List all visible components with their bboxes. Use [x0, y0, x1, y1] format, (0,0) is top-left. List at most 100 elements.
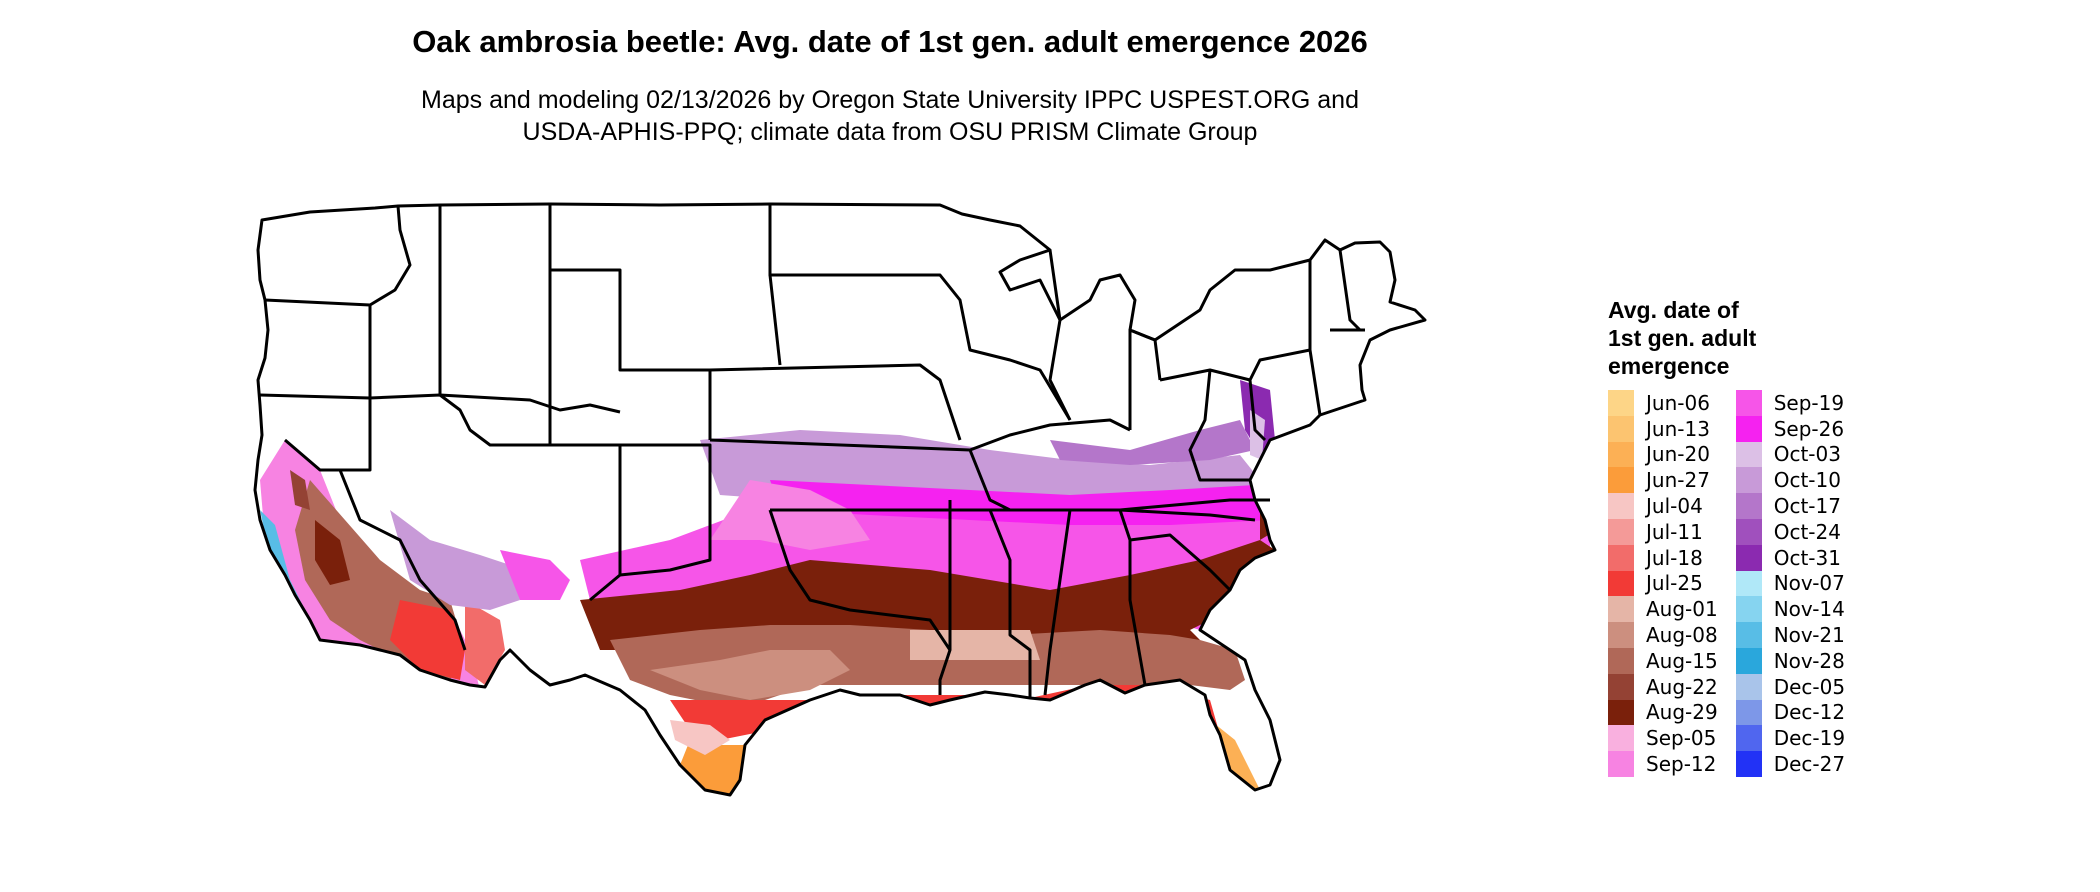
legend-item: Aug-01 [1608, 596, 1718, 623]
legend-swatch [1735, 751, 1762, 777]
legend-item: Jul-25 [1608, 570, 1718, 597]
legend-item: Dec-05 [1735, 673, 1846, 700]
legend-label: Jul-25 [1646, 571, 1703, 596]
legend-item: Aug-22 [1608, 673, 1718, 700]
legend-swatch [1735, 518, 1762, 545]
legend-label: Nov-28 [1773, 648, 1845, 673]
legend-swatch [1735, 467, 1762, 494]
legend-swatch [1735, 725, 1762, 752]
legend-label: Jun-06 [1646, 390, 1710, 415]
subtitle-line-1: Maps and modeling 02/13/2026 by Oregon S… [421, 86, 1359, 114]
legend-swatch [1608, 518, 1634, 545]
legend-item: Jul-11 [1608, 518, 1718, 545]
legend-label: Aug-29 [1646, 700, 1718, 725]
legend-label: Jun-20 [1646, 442, 1710, 467]
legend-label: Aug-15 [1646, 648, 1718, 673]
legend-label: Nov-21 [1773, 623, 1845, 648]
legend-label: Oct-31 [1773, 545, 1841, 570]
legend-swatch [1735, 673, 1762, 700]
legend-swatch [1735, 390, 1762, 416]
legend-label: Nov-07 [1773, 571, 1845, 596]
legend-swatch [1608, 493, 1634, 519]
legend-swatch [1608, 673, 1634, 700]
legend-label: Aug-22 [1646, 674, 1718, 699]
legend-title-line-1: Avg. date of [1608, 297, 1739, 323]
legend-item: Sep-12 [1608, 751, 1718, 777]
legend-swatch [1608, 596, 1634, 623]
legend-item: Jun-06 [1608, 390, 1718, 416]
legend-label: Dec-05 [1773, 674, 1846, 699]
legend-swatch [1735, 415, 1762, 442]
legend-label: Jul-18 [1646, 545, 1703, 570]
legend-title-line-2: 1st gen. adult [1608, 325, 1757, 351]
legend-label: Aug-08 [1646, 623, 1718, 648]
legend-swatch [1608, 441, 1634, 468]
legend-label: Oct-03 [1773, 442, 1841, 467]
legend-item: Nov-21 [1735, 622, 1845, 648]
legend-item: Jul-04 [1608, 493, 1718, 519]
legend-swatch [1608, 570, 1634, 597]
subtitle-line-2: USDA-APHIS-PPQ; climate data from OSU PR… [522, 118, 1258, 146]
legend-label: Oct-17 [1773, 494, 1841, 519]
legend-swatch [1735, 596, 1762, 623]
legend-item: Nov-14 [1735, 596, 1845, 623]
legend-item: Aug-08 [1608, 622, 1718, 648]
legend-swatch [1608, 751, 1634, 777]
legend-label: Nov-14 [1773, 597, 1845, 622]
legend-item: Dec-12 [1735, 699, 1846, 726]
legend-item: Jun-27 [1608, 467, 1718, 494]
legend-label: Dec-19 [1773, 726, 1846, 751]
legend-item: Nov-07 [1735, 570, 1845, 597]
legend-columns: Jun-06 Jun-13 Jun-20 Jun-27 Jul-04 Jul-11 Jul-… [1608, 390, 1908, 777]
legend-swatch [1608, 390, 1634, 416]
legend-item: Dec-19 [1735, 725, 1846, 752]
legend-label: Sep-26 [1773, 416, 1845, 441]
legend-item: Oct-10 [1735, 467, 1845, 494]
legend-item: Nov-28 [1735, 647, 1845, 674]
legend-swatch [1608, 699, 1634, 726]
legend-swatch [1608, 544, 1634, 571]
legend-swatch [1735, 647, 1762, 674]
legend-item: Jul-18 [1608, 544, 1718, 571]
us-emergence-map [253, 202, 1427, 797]
legend-item: Oct-17 [1735, 493, 1845, 519]
legend-column: Jun-06 Jun-13 Jun-20 Jun-27 Jul-04 Jul-11 Jul-… [1608, 390, 1718, 777]
legend-item: Oct-31 [1735, 544, 1845, 571]
legend-swatch [1735, 544, 1762, 571]
legend-item: Oct-03 [1735, 441, 1845, 468]
legend-title-line-3: emergence [1608, 353, 1730, 379]
legend-swatch [1608, 622, 1634, 648]
legend-item: Sep-05 [1608, 725, 1718, 752]
legend-label: Dec-12 [1773, 700, 1846, 725]
legend-swatch [1608, 415, 1634, 442]
legend-label: Jun-27 [1646, 468, 1710, 493]
legend-label: Jul-11 [1646, 519, 1703, 544]
legend-label: Oct-24 [1773, 519, 1841, 544]
legend-item: Aug-29 [1608, 699, 1718, 726]
legend-item: Sep-26 [1735, 415, 1845, 442]
legend-item: Dec-27 [1735, 751, 1846, 777]
legend-item: Sep-19 [1735, 390, 1845, 416]
legend-label: Oct-10 [1773, 468, 1841, 493]
map-title: Oak ambrosia beetle: Avg. date of 1st ge… [412, 24, 1368, 59]
legend-swatch [1608, 467, 1634, 494]
legend-label: Sep-12 [1646, 752, 1717, 777]
legend-title: Avg. date of 1st gen. adult emergence [1608, 296, 1908, 380]
legend-item: Oct-24 [1735, 518, 1845, 545]
legend-column: Sep-19 Sep-26 Oct-03 Oct-10 Oct-17 Oct-24 Oct-… [1735, 390, 1846, 777]
map-legend: Avg. date of 1st gen. adult emergence Ju… [1608, 296, 1908, 777]
legend-swatch [1735, 622, 1762, 648]
legend-swatch [1735, 699, 1762, 726]
legend-label: Jul-04 [1646, 494, 1703, 519]
legend-label: Aug-01 [1646, 597, 1718, 622]
legend-label: Sep-19 [1773, 390, 1845, 415]
map-subtitle: Maps and modeling 02/13/2026 by Oregon S… [0, 84, 1780, 148]
legend-swatch [1608, 647, 1634, 674]
legend-swatch [1608, 725, 1634, 752]
legend-label: Dec-27 [1773, 752, 1846, 777]
legend-swatch [1735, 570, 1762, 597]
legend-item: Aug-15 [1608, 647, 1718, 674]
legend-label: Jun-13 [1646, 416, 1710, 441]
legend-item: Jun-20 [1608, 441, 1718, 468]
legend-item: Jun-13 [1608, 415, 1718, 442]
